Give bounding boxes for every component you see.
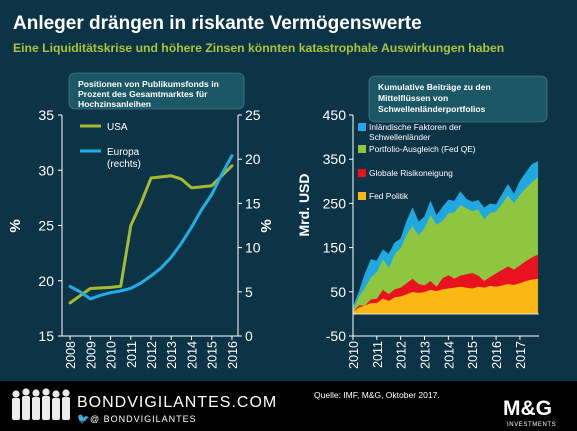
right-legend-swatch xyxy=(358,169,366,177)
page-title: Anleger drängen in riskante Vermögenswer… xyxy=(13,13,422,34)
left-chart-y-axis-label: % xyxy=(7,219,24,232)
left-y-tick-label: 25 xyxy=(38,218,54,234)
left-y2-tick-label: 5 xyxy=(245,284,253,300)
right-x-tick-label: 2017 xyxy=(514,341,528,369)
right-legend-label-line: Inländische Faktoren der xyxy=(369,122,461,132)
right-x-tick-label: 2010 xyxy=(347,341,361,369)
left-legend-label-line: Europa xyxy=(107,147,140,158)
right-x-tick-label: 2014 xyxy=(442,341,456,369)
right-legend-swatch xyxy=(358,145,366,153)
left-chart-title-line-3: Hochzinsanleihen xyxy=(78,99,151,109)
left-y-tick-label: 20 xyxy=(38,273,54,289)
mg-logo: M&G xyxy=(503,397,552,420)
left-chart-y-ticks: 15 20 25 30 35 xyxy=(38,107,62,344)
left-x-tick-label: 2010 xyxy=(105,341,119,369)
left-x-tick-label: 2009 xyxy=(84,341,98,369)
left-y2-tick-label: 25 xyxy=(245,107,261,123)
left-x-tick-label: 2012 xyxy=(145,341,159,369)
left-y2-tick-label: 10 xyxy=(245,240,261,256)
right-chart-title-box xyxy=(368,75,548,123)
footer-twitter[interactable]: @ BONDVIGILANTES xyxy=(90,414,197,424)
left-chart-series xyxy=(68,154,234,305)
right-y-tick-label: 150 xyxy=(323,240,347,256)
left-chart-title-line-2: Prozent des Gesamtmarktes für xyxy=(78,89,208,99)
right-legend-swatch xyxy=(358,192,366,200)
left-chart-title: Positionen von Publikumsfonds in Prozent… xyxy=(78,79,221,109)
right-x-tick-label: 2012 xyxy=(395,341,409,369)
left-y2-tick-label: 0 xyxy=(245,328,253,344)
left-chart-title-line-1: Positionen von Publikumsfonds in xyxy=(78,79,219,89)
left-series-line-usa xyxy=(68,164,234,305)
right-legend-label-line: Schwellenländer xyxy=(369,132,431,142)
right-chart-title: Kumulative Beiträge zu den Mittelflüssen… xyxy=(378,82,493,114)
right-chart-title-line-1: Kumulative Beiträge zu den xyxy=(378,82,491,92)
left-legend-label: Europa (rechts) xyxy=(107,147,141,170)
right-y-tick-label: 350 xyxy=(323,151,347,167)
left-chart-title-box xyxy=(68,72,245,110)
left-series-line-europa xyxy=(68,154,234,301)
right-legend-label: Portfolio-Ausgleich (Fed QE) xyxy=(369,144,476,154)
right-chart-y-ticks: -50 50 150 250 350 450 xyxy=(323,107,353,344)
left-x-tick-label: 2014 xyxy=(185,341,199,369)
right-chart-title-line-3: Schwellenländerportfolios xyxy=(378,104,486,114)
left-y2-tick-label: 20 xyxy=(245,151,261,167)
mg-logo-sub: INVESTMENTS xyxy=(507,422,556,428)
silhouette-crowd-icon xyxy=(12,388,70,420)
right-chart-title-line-2: Mittelflüssen von xyxy=(378,93,448,103)
right-y-tick-label: 250 xyxy=(323,195,347,211)
left-x-tick-label: 2008 xyxy=(64,341,78,369)
right-legend-swatch xyxy=(358,123,366,131)
right-x-tick-label: 2015 xyxy=(466,341,480,369)
left-chart-y2-axis-label: % xyxy=(258,219,275,232)
left-y-tick-label: 15 xyxy=(38,328,54,344)
right-y-tick-label: 450 xyxy=(323,107,347,123)
right-chart-legend: Inländische Faktoren der Schwellenländer P… xyxy=(358,122,476,201)
left-legend-label-line: (rechts) xyxy=(107,159,141,170)
left-chart-x-ticks: 2008 2009 2010 2011 2012 2013 2014 2015 2016 xyxy=(64,336,240,369)
left-x-tick-label: 2013 xyxy=(165,341,179,369)
right-x-tick-label: 2016 xyxy=(490,341,504,369)
left-x-tick-label: 2011 xyxy=(125,341,139,368)
right-legend-label: Globale Risikoneigung xyxy=(369,168,453,178)
left-chart-y2-ticks: 0 5 10 15 20 25 xyxy=(238,107,261,344)
left-x-tick-label: 2016 xyxy=(226,341,240,369)
right-legend-label: Inländische Faktoren der Schwellenländer xyxy=(369,122,461,142)
footer-brand[interactable]: BONDVIGILANTES.COM xyxy=(77,394,277,411)
right-chart-series xyxy=(353,160,539,315)
right-legend-label: Fed Politik xyxy=(369,191,409,201)
right-x-tick-label: 2013 xyxy=(419,341,433,369)
left-y2-tick-label: 15 xyxy=(245,195,261,211)
footer-source: Quelle: IMF, M&G, Oktober 2017. xyxy=(314,390,440,400)
right-x-tick-label: 2011 xyxy=(371,341,385,368)
left-chart-legend: USA Europa (rechts) xyxy=(80,122,141,170)
left-y-tick-label: 30 xyxy=(38,162,54,178)
right-chart-y-axis-label: Mrd. USD xyxy=(296,174,312,237)
left-legend-label: USA xyxy=(107,122,128,133)
left-x-tick-label: 2015 xyxy=(206,341,220,369)
twitter-bird-icon: 🐦 xyxy=(77,414,89,425)
right-area-inland xyxy=(353,160,539,310)
footer-bar xyxy=(0,381,577,431)
right-chart-x-ticks: 2010 2011 2012 2013 2014 2015 2016 2017 xyxy=(347,336,528,369)
left-legend-label-line: USA xyxy=(107,122,128,133)
right-y-tick-label: 50 xyxy=(330,284,346,300)
page-subtitle: Eine Liquiditätskrise und höhere Zinsen … xyxy=(13,41,504,55)
right-y-tick-label: -50 xyxy=(326,328,346,344)
left-y-tick-label: 35 xyxy=(38,107,54,123)
